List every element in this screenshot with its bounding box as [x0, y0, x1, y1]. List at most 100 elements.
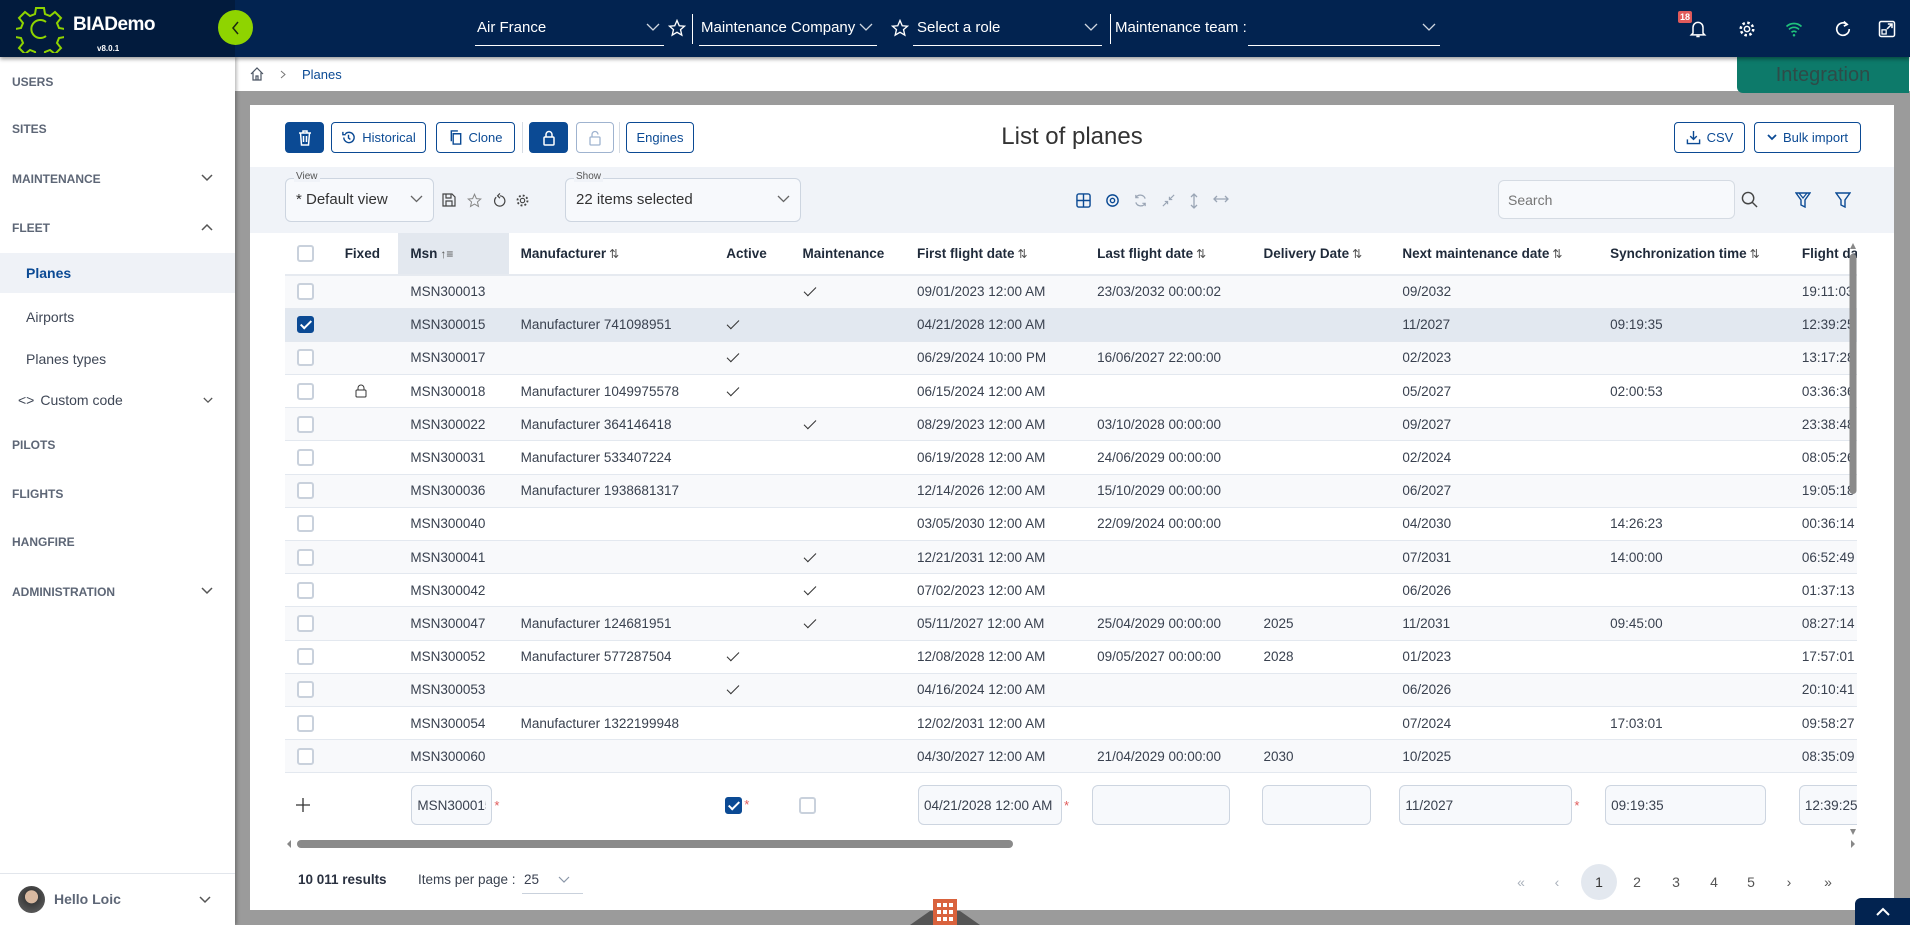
row-checkbox[interactable] — [297, 548, 314, 566]
maintenance-team-select[interactable] — [1248, 14, 1440, 46]
column-header[interactable]: Flight data sync time — [1789, 233, 1857, 276]
new-msn-input[interactable] — [411, 785, 493, 826]
clone-button[interactable]: Clone — [436, 122, 515, 153]
star-icon[interactable] — [668, 19, 686, 37]
home-icon[interactable] — [249, 66, 265, 82]
table-row[interactable]: MSN300053 04/16/2024 12:00 AM 06/2026 20… — [285, 673, 1857, 707]
table-row[interactable]: MSN300013 09/01/2023 12:00 AM 23/03/2032… — [285, 275, 1857, 309]
sidebar-item-planes[interactable]: Planes — [0, 253, 235, 293]
last-page-button[interactable]: » — [1824, 874, 1832, 890]
row-checkbox[interactable] — [297, 747, 314, 765]
lock-button[interactable] — [529, 122, 568, 153]
row-checkbox[interactable] — [297, 648, 314, 666]
engines-button[interactable]: Engines — [626, 122, 694, 153]
row-checkbox[interactable] — [297, 581, 314, 599]
compress-icon[interactable] — [1161, 193, 1176, 208]
row-checkbox[interactable] — [297, 681, 314, 699]
row-checkbox[interactable] — [297, 316, 314, 334]
column-header[interactable]: Manufacturer ⇅ — [508, 233, 715, 276]
table-row[interactable]: MSN300041 12/21/2031 12:00 AM 07/2031 14… — [285, 540, 1857, 575]
column-header[interactable]: Msn ↑≡ — [398, 233, 509, 276]
previous-page-button[interactable]: ‹ — [1554, 874, 1560, 890]
horizontal-scrollbar[interactable] — [285, 836, 1857, 851]
table-row[interactable]: MSN300052 Manufacturer 577287504 12/08/2… — [285, 640, 1857, 674]
new-first-flight-input[interactable] — [917, 785, 1062, 826]
plus-icon[interactable] — [295, 797, 311, 813]
view-select[interactable]: View * Default view — [285, 171, 434, 222]
page-1-button[interactable]: 1 — [1581, 864, 1617, 900]
select-all-checkbox[interactable] — [297, 245, 314, 262]
fullscreen-button[interactable] — [1875, 17, 1899, 41]
sidebar-item-users[interactable]: USERS — [0, 67, 235, 97]
row-checkbox[interactable] — [297, 415, 314, 433]
row-checkbox[interactable] — [297, 714, 314, 732]
expand-vertical-icon[interactable] — [1188, 193, 1200, 209]
company-select[interactable]: Air France — [475, 14, 664, 46]
sync-icon[interactable] — [1133, 193, 1148, 208]
role-select[interactable]: Select a role — [913, 14, 1102, 46]
eye-icon[interactable] — [1105, 193, 1120, 208]
unlock-button[interactable] — [576, 122, 614, 153]
vertical-scrollbar[interactable] — [1848, 240, 1858, 840]
refresh-button[interactable] — [1831, 17, 1855, 41]
items-per-page-select[interactable]: 25 — [522, 865, 583, 894]
sidebar-item-fleet[interactable]: FLEET — [0, 213, 235, 243]
star-icon[interactable] — [891, 19, 909, 37]
star-icon[interactable] — [467, 193, 482, 208]
sidebar-item-flights[interactable]: FLIGHTS — [0, 479, 235, 509]
table-row[interactable]: MSN300047 Manufacturer 124681951 05/11/2… — [285, 606, 1857, 641]
new-maintenance-checkbox[interactable] — [798, 796, 816, 814]
table-row[interactable]: MSN300040 03/05/2030 12:00 AM 22/09/2024… — [285, 507, 1857, 542]
row-checkbox[interactable] — [297, 482, 314, 500]
new-delivery-input[interactable] — [1261, 785, 1371, 826]
table-row[interactable]: MSN300060 04/30/2027 12:00 AM 21/04/2029… — [285, 739, 1857, 774]
row-checkbox[interactable] — [297, 614, 314, 632]
historical-button[interactable]: Historical — [331, 122, 426, 153]
table-row[interactable]: MSN300036 Manufacturer 1938681317 12/14/… — [285, 474, 1857, 508]
filter-icon[interactable] — [1835, 192, 1851, 208]
collapse-sidebar-button[interactable] — [218, 10, 253, 45]
grid-icon[interactable] — [1076, 193, 1091, 208]
delete-button[interactable] — [285, 122, 324, 153]
reset-icon[interactable] — [492, 193, 506, 208]
table-row[interactable]: MSN300042 07/02/2023 12:00 AM 06/2026 01… — [285, 573, 1857, 608]
row-checkbox[interactable] — [297, 349, 314, 367]
table-row[interactable]: MSN300054 Manufacturer 1322199948 12/02/… — [285, 706, 1857, 741]
table-row[interactable]: MSN300017 06/29/2024 10:00 PM 16/06/2027… — [285, 341, 1857, 376]
row-checkbox[interactable] — [297, 382, 314, 400]
table-row[interactable]: MSN300018 Manufacturer 1049975578 06/15/… — [285, 374, 1857, 409]
sidebar-item-custom-code[interactable]: <> Custom code — [0, 380, 235, 420]
user-menu[interactable]: Hello Loic — [0, 873, 235, 925]
table-row[interactable]: MSN300015 Manufacturer 741098951 04/21/2… — [285, 308, 1857, 342]
page-5-button[interactable]: 5 — [1747, 874, 1755, 890]
breadcrumb-current[interactable]: Planes — [302, 67, 342, 82]
new-sync-time-input[interactable] — [1605, 785, 1767, 826]
new-next-maintenance-input[interactable] — [1399, 785, 1573, 826]
table-row[interactable]: MSN300031 Manufacturer 533407224 06/19/2… — [285, 440, 1857, 475]
next-page-button[interactable]: › — [1786, 874, 1792, 890]
column-header[interactable]: Delivery Date ⇅ — [1251, 233, 1391, 276]
sidebar-item-sites[interactable]: SITES — [0, 114, 235, 144]
row-checkbox[interactable] — [297, 515, 314, 533]
column-header[interactable]: Maintenance — [790, 233, 905, 276]
table-row[interactable]: MSN300022 Manufacturer 364146418 08/29/2… — [285, 407, 1857, 442]
sidebar-item-administration[interactable]: ADMINISTRATION — [0, 577, 235, 607]
row-checkbox[interactable] — [297, 449, 314, 467]
scroll-to-top-button[interactable] — [1855, 898, 1910, 925]
sidebar-item-planes-types[interactable]: Planes types — [0, 339, 235, 379]
show-columns-select[interactable]: Show 22 items selected — [565, 171, 801, 222]
search-input[interactable] — [1498, 180, 1735, 219]
column-header[interactable]: First flight date ⇅ — [904, 233, 1086, 276]
column-header[interactable]: Fixed — [332, 233, 399, 276]
new-flight-sync-input[interactable] — [1798, 785, 1857, 826]
row-checkbox[interactable] — [297, 283, 314, 301]
column-header[interactable]: Active — [714, 233, 791, 276]
sidebar-item-pilots[interactable]: PILOTS — [0, 430, 235, 460]
gear-icon[interactable] — [515, 193, 530, 208]
page-3-button[interactable]: 3 — [1672, 874, 1680, 890]
notifications-button[interactable] — [1686, 17, 1710, 41]
sidebar-item-maintenance[interactable]: MAINTENANCE — [0, 164, 235, 194]
sidebar-item-hangfire[interactable]: HANGFIRE — [0, 527, 235, 557]
settings-button[interactable] — [1735, 17, 1759, 41]
export-csv-button[interactable]: CSV — [1674, 122, 1745, 153]
